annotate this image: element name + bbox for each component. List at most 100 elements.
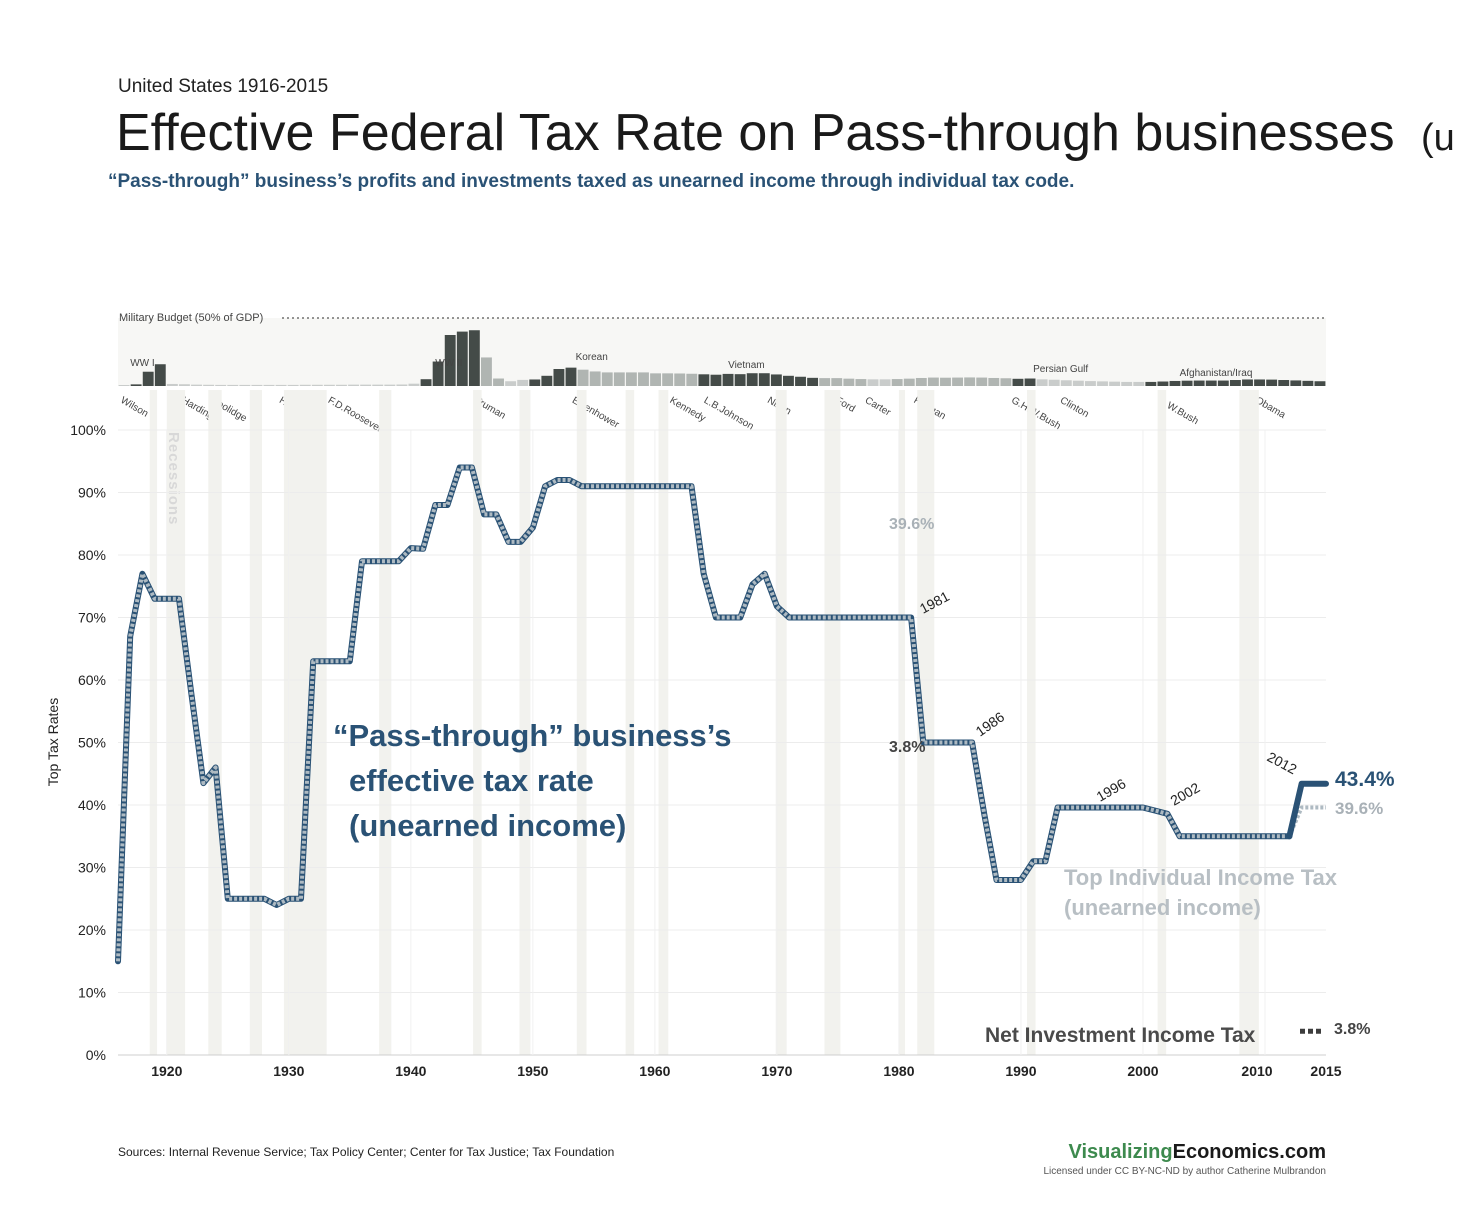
recession-band [283,390,327,1055]
president-label: G.H.W.Bush [1009,395,1062,432]
y-axis-label: Top Tax Rates [45,698,61,786]
recession-band [1027,390,1036,1055]
brand-logo-part2: Economics.com [1173,1141,1326,1163]
year-label-1996: 1996 [1094,775,1129,805]
recession-band [824,390,841,1055]
military-budget-bar [468,330,480,386]
military-budget-bar [650,373,661,386]
military-budget-bar [1254,379,1265,386]
war-label: WW I [130,358,154,369]
military-budget-bar [203,384,215,386]
sources-note: Sources: Internal Revenue Service; Tax P… [118,1145,614,1159]
military-budget-bar [625,372,637,386]
y-tick-label: 90% [78,485,106,501]
recession-band [917,390,935,1055]
military-budget-bar [1169,380,1181,386]
military-budget-bar [179,384,190,386]
y-tick-label: 10% [78,985,106,1001]
recession-band [379,390,392,1055]
military-budget-bar [118,385,130,386]
military-budget-bar [1217,380,1229,386]
military-budget-bar [734,374,746,386]
president-label: Carter [863,395,893,419]
x-tick-label: 1940 [395,1063,426,1079]
military-budget-bar [698,374,710,386]
chart-subtitle: “Pass-through” business’s profits and in… [108,171,1074,192]
military-budget-bar [1145,381,1157,386]
military-budget-bar [191,384,202,386]
chart-title-suffix: (unearned) [1421,117,1457,159]
president-label: Kennedy [668,395,708,424]
military-budget-bar [1097,381,1108,386]
brand-logo: VisualizingEconomics.com [1069,1141,1327,1163]
y-tick-label: 60% [78,672,106,688]
president-label: Wilson [119,395,150,420]
x-tick-label: 1980 [883,1063,914,1079]
war-label: WW II [435,358,462,369]
main-series-label-line3: (unearned income) [349,808,626,843]
military-budget-bar [1242,379,1253,386]
recession-band [625,390,635,1055]
end-value-gray: 39.6% [1335,799,1383,818]
military-budget-bar [1000,378,1012,386]
military-budget-bar [275,384,287,386]
military-budget-bar [879,379,891,386]
military-budget-bar [408,383,420,386]
military-budget-bar [891,379,903,386]
recession-bands [149,390,1259,1055]
recession-band [898,390,906,1055]
war-label: Afghanistan/Iraq [1180,368,1253,379]
military-budget-bar [529,379,541,386]
military-budget-bar [601,372,613,386]
y-tick-label: 40% [78,797,106,813]
end-value-main: 43.4% [1335,768,1395,791]
x-tick-label: 2000 [1127,1063,1158,1079]
recession-band [658,390,669,1055]
military-budget-bar [1314,381,1326,386]
military-budget-bar [227,384,239,386]
military-budget-bar [1133,381,1145,386]
military-budget-bar [831,378,843,386]
military-budget-bar [976,377,988,386]
y-tick-label: 30% [78,860,106,876]
military-budget-bar [1012,378,1024,386]
brand-logo-part1: Visualizing [1069,1141,1173,1163]
military-budget-bar [384,384,396,386]
military-budget-bar [432,361,444,386]
military-budget-bar [311,384,323,386]
recession-band [166,390,186,1055]
military-budget-bar [456,331,468,386]
recession-band [519,390,531,1055]
military-budget-bar [1181,380,1193,386]
x-tick-label: 2015 [1310,1063,1341,1079]
x-tick-label: 1920 [151,1063,182,1079]
y-tick-label: 0% [86,1047,106,1063]
recessions-label: Recessions [165,432,182,525]
x-tick-label: 1960 [639,1063,670,1079]
military-budget-bar [263,384,275,386]
military-budget-bar [323,384,335,386]
military-budget-bar [215,384,227,386]
recession-band [1157,390,1167,1055]
military-budget-bar [988,377,1000,386]
military-budget-bar [541,375,553,386]
military-budget-bar [927,377,939,386]
war-labels: WW I WW II Korean Vietnam Persian Gulf Afghan… [130,352,1252,379]
military-budget-bar [746,373,758,386]
chart-supertitle: United States 1916-2015 [118,76,328,97]
military-budget-bar [758,373,770,386]
military-budget-bar [517,379,529,386]
recession-band [1239,390,1259,1055]
military-budget-bar [770,374,782,386]
war-label: Vietnam [728,360,765,371]
military-budget-bar [1278,380,1290,386]
main-series-label-line2: effective tax rate [349,763,594,798]
note-3-8: 3.8% [889,739,925,756]
y-tick-label: 70% [78,610,106,626]
military-budget-bar [493,378,504,386]
military-budget-bar [154,364,166,386]
military-budget-bar [795,376,806,386]
year-label-2002: 2002 [1168,779,1203,809]
military-budget-bar [577,369,589,386]
recession-band [249,390,262,1055]
